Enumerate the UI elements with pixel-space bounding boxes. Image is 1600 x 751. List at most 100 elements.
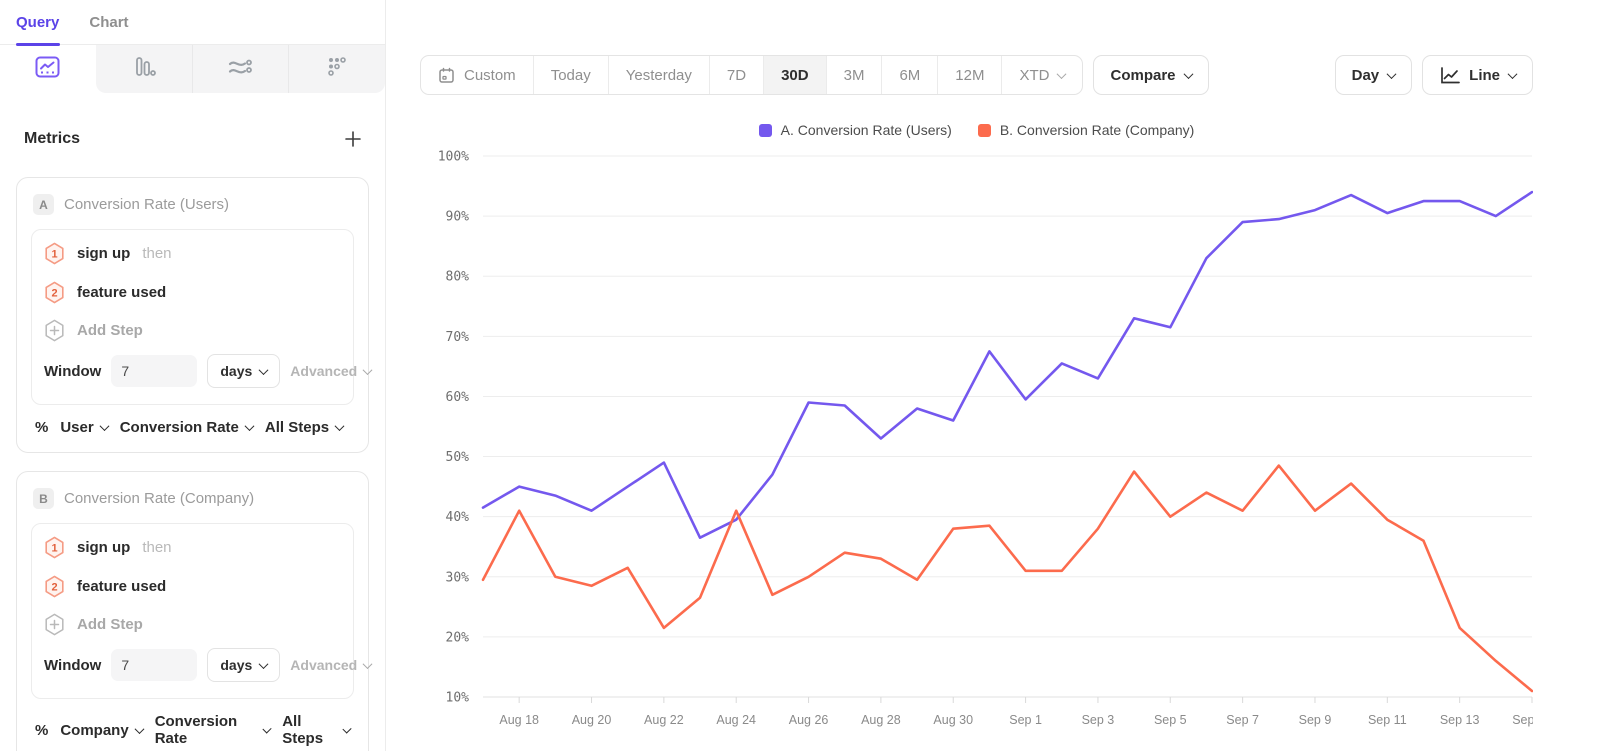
tab-query[interactable]: Query [16,13,60,31]
range-30d[interactable]: 30D [763,56,826,94]
svg-text:Aug 26: Aug 26 [789,713,829,727]
svg-text:70%: 70% [446,330,470,345]
svg-text:Aug 20: Aug 20 [572,713,612,727]
flow-chart-icon [226,55,254,84]
metric-b-header[interactable]: B Conversion Rate (Company) [31,484,354,511]
svg-text:50%: 50% [446,450,470,465]
series-b-label: B. Conversion Rate (Company) [999,122,1195,138]
chevron-down-icon [99,421,110,432]
metric-a-step-1[interactable]: 1 sign up then [44,234,341,273]
window-unit-select[interactable]: days [207,354,281,388]
metric-a-add-step-button[interactable]: Add Step [44,312,341,348]
chart-type-retention-button[interactable] [288,45,385,93]
chevron-down-icon [1386,68,1397,79]
metric-b-step-2[interactable]: 2 feature used [44,567,341,606]
add-step-label: Add Step [77,322,143,339]
svg-text:Sep 1: Sep 1 [1009,713,1042,727]
range-custom[interactable]: Custom [421,56,533,94]
tab-chart[interactable]: Chart [89,13,129,31]
chevron-down-icon [244,421,255,432]
measure-steps-select[interactable]: All Steps [282,713,352,747]
step-suffix: then [142,245,172,262]
step-event-name: sign up [77,245,131,262]
line-chart: 10% 20% 30% 40% 50% 60% 70% 80% 90% 100% Aug 18 Aug… [420,144,1552,741]
add-metric-button[interactable] [343,129,363,149]
measure-type-select[interactable]: Conversion Rate [155,713,272,747]
svg-text:40%: 40% [446,510,470,525]
metrics-header: Metrics [24,129,363,149]
metric-a-measure-row: % User Conversion Rate All Steps [31,405,354,450]
compare-button[interactable]: Compare [1093,55,1209,95]
metric-card-a: A Conversion Rate (Users) 1 sign up then… [16,177,373,453]
measure-steps-select[interactable]: All Steps [265,419,345,436]
metric-b-add-step-button[interactable]: Add Step [44,606,341,642]
svg-text:60%: 60% [446,390,470,405]
series-a-swatch [758,123,772,137]
range-12m[interactable]: 12M [937,56,1001,94]
window-unit-select[interactable]: days [207,648,281,682]
hexagon-step-badge: 2 [45,575,64,598]
query-sidebar: Query Chart [0,0,386,751]
add-step-label: Add Step [77,616,143,633]
metric-b-label: Conversion Rate (Company) [64,490,255,507]
chart-type-flow-button[interactable] [191,45,289,93]
legend-item-a[interactable]: A. Conversion Rate (Users) [758,122,952,138]
advanced-toggle[interactable]: Advanced [290,657,373,673]
svg-text:Aug 30: Aug 30 [933,713,973,727]
chevron-down-icon [134,723,145,734]
range-today[interactable]: Today [532,56,608,94]
svg-text:100%: 100% [438,150,469,165]
metric-card-b: B Conversion Rate (Company) 1 sign up th… [16,471,373,751]
step-event-name: sign up [77,539,131,556]
svg-text:1: 1 [51,542,57,554]
advanced-toggle[interactable]: Advanced [290,363,373,379]
chart-type-bar-button[interactable] [95,45,192,93]
date-range-selector: Custom Today Yesterday 7D 30D 3M 6M 12M … [420,55,1084,95]
measure-entity-select[interactable]: User [60,419,110,436]
chart-type-switcher [0,45,385,93]
measure-type-select[interactable]: Conversion Rate [120,419,255,436]
range-3m[interactable]: 3M [825,56,882,94]
chevron-down-icon [362,364,373,375]
range-yesterday[interactable]: Yesterday [607,56,709,94]
range-7d[interactable]: 7D [708,56,763,94]
svg-text:30%: 30% [446,570,470,585]
granularity-select[interactable]: Day [1334,55,1413,95]
metric-b-measure-row: % Company Conversion Rate All Steps [31,699,354,751]
metric-b-step-1[interactable]: 1 sign up then [44,528,341,567]
range-xtd[interactable]: XTD [1001,56,1082,94]
chart-style-select[interactable]: Line [1422,55,1533,95]
metric-b-badge: B [33,488,54,509]
metric-b-window-row: Window days Advanced [44,642,373,688]
retention-grid-icon [325,55,349,84]
chevron-down-icon [334,421,345,432]
step-event-name: feature used [77,284,167,301]
svg-text:Sep 11: Sep 11 [1368,713,1407,727]
range-6m[interactable]: 6M [881,56,937,94]
chart-panel: Custom Today Yesterday 7D 30D 3M 6M 12M … [386,0,1600,751]
percent-symbol: % [35,721,49,739]
series-b-swatch [977,123,991,137]
svg-text:2: 2 [51,581,57,593]
svg-text:1: 1 [51,248,57,260]
hexagon-step-badge: 1 [45,536,64,559]
metric-a-label: Conversion Rate (Users) [64,196,230,213]
percent-symbol: % [35,419,49,436]
step-suffix: then [142,539,172,556]
metric-a-header[interactable]: A Conversion Rate (Users) [31,190,354,217]
chevron-down-icon [258,364,269,375]
legend-item-b[interactable]: B. Conversion Rate (Company) [977,122,1195,138]
metric-a-window-row: Window days Advanced [44,348,373,394]
window-value-input[interactable] [111,649,198,681]
svg-text:80%: 80% [446,270,470,285]
chevron-down-icon [1057,68,1067,79]
metric-a-step-2[interactable]: 2 feature used [44,273,341,312]
svg-text:20%: 20% [446,630,470,645]
chart-type-line-button[interactable] [0,45,96,93]
svg-text:Sep 5: Sep 5 [1154,713,1187,727]
series-a-label: A. Conversion Rate (Users) [780,122,952,138]
chevron-down-icon [1183,68,1193,79]
measure-entity-select[interactable]: Company [60,722,145,739]
window-value-input[interactable] [111,355,198,387]
